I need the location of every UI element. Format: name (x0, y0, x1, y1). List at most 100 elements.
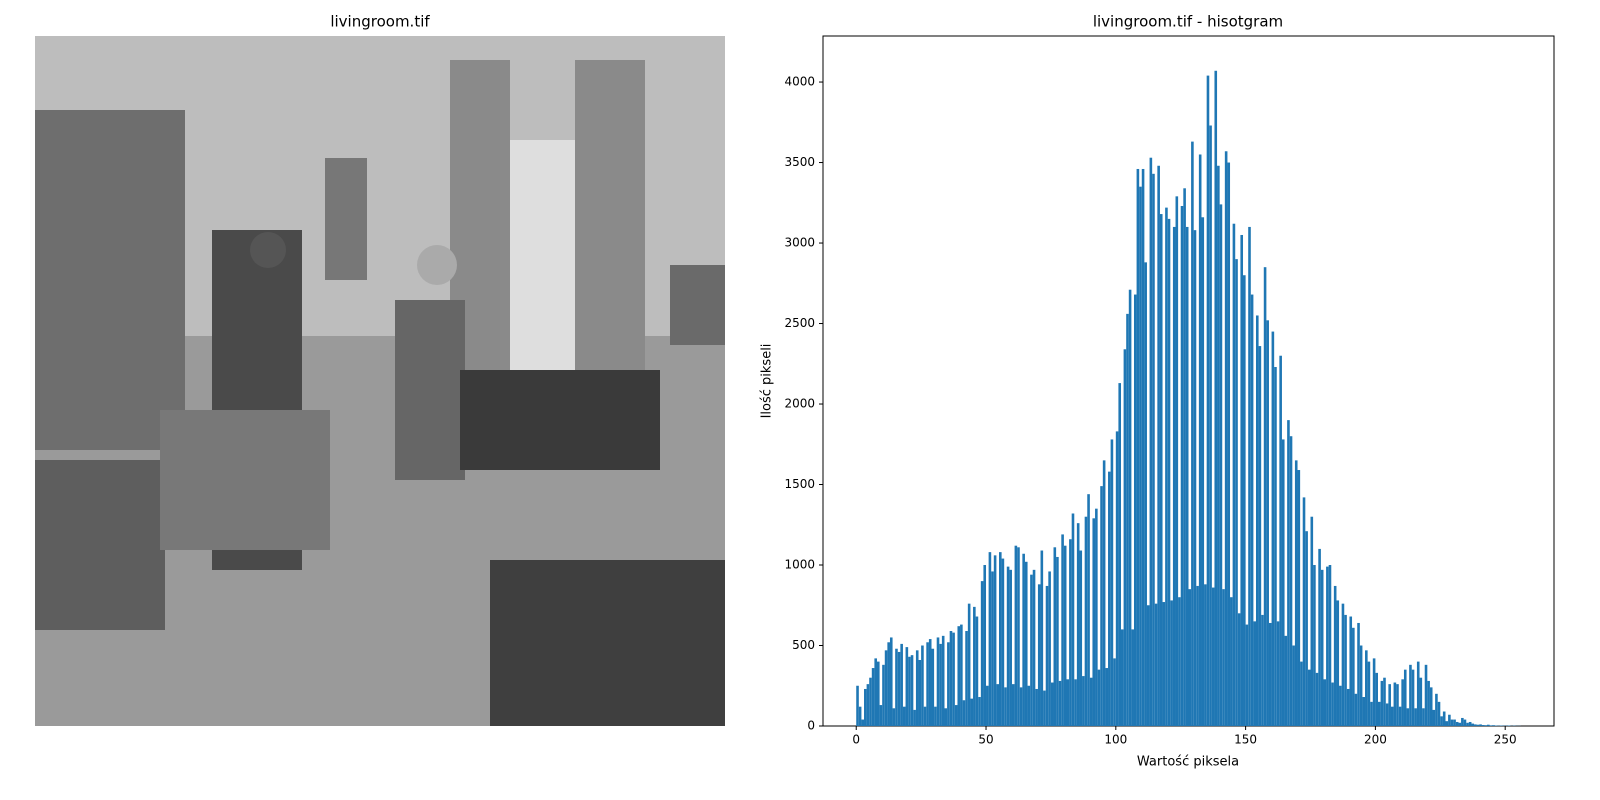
bar (1224, 151, 1228, 726)
bar (1287, 420, 1290, 726)
bar (908, 656, 911, 726)
bar (926, 642, 929, 726)
bar (876, 661, 880, 726)
bar (957, 626, 961, 726)
bar (1243, 275, 1246, 726)
bar (1349, 616, 1353, 726)
bar (1079, 550, 1083, 726)
bar (1409, 664, 1412, 726)
bar (1061, 534, 1064, 726)
bar (1359, 645, 1363, 726)
bar (1211, 587, 1215, 726)
x-axis-label: Wartość piksela (1137, 755, 1239, 770)
bar (1333, 585, 1337, 726)
bar (905, 647, 909, 726)
bar (1191, 141, 1194, 727)
bar (978, 697, 981, 726)
bar (1461, 717, 1464, 726)
bar (1362, 697, 1366, 726)
bar (1380, 680, 1384, 726)
bar (1307, 669, 1311, 726)
bar (1022, 553, 1025, 726)
bar (1102, 460, 1106, 726)
y-tick-label: 3500 (784, 155, 815, 169)
bar (1437, 701, 1441, 726)
bar (1393, 682, 1397, 726)
bar (1115, 431, 1119, 726)
bar (1165, 207, 1168, 726)
bar (1266, 320, 1269, 726)
chart-title: livingroom.tif - hisotgram (1093, 13, 1283, 31)
bar (1193, 230, 1197, 726)
bar (1377, 701, 1381, 726)
bar (1214, 70, 1218, 726)
bar (1040, 550, 1044, 726)
bar (941, 635, 945, 726)
bar (1268, 622, 1272, 726)
bar (1354, 693, 1358, 726)
bar (1276, 621, 1280, 726)
bar (1209, 125, 1212, 727)
bar (975, 616, 979, 726)
y-tick-label: 3000 (784, 236, 815, 250)
bar (1352, 627, 1355, 726)
bar (1403, 669, 1407, 726)
bar (879, 705, 883, 726)
bar (1489, 725, 1493, 726)
bar (1339, 685, 1342, 726)
bar (1453, 719, 1456, 726)
bar (1468, 721, 1472, 726)
bar (1388, 684, 1391, 726)
bar (1315, 672, 1319, 726)
bar (858, 706, 862, 726)
bar (1300, 661, 1303, 726)
bar (1326, 566, 1329, 726)
bar (931, 648, 935, 726)
bar (1484, 725, 1488, 726)
bar (1198, 154, 1202, 726)
bar (892, 708, 896, 726)
bar (1445, 721, 1449, 726)
bar (952, 632, 955, 726)
bar (1048, 571, 1051, 726)
y-tick-label: 1500 (784, 477, 815, 491)
bar (861, 719, 865, 726)
bar (1292, 645, 1295, 726)
bar (1463, 719, 1467, 726)
bar (1411, 669, 1415, 726)
bar (993, 555, 997, 726)
bar (1263, 267, 1267, 726)
bar (1178, 597, 1181, 726)
bar (1149, 157, 1153, 726)
bar (1274, 366, 1277, 726)
bar (884, 650, 888, 726)
bar (1123, 349, 1127, 726)
bar (1206, 75, 1210, 726)
bar (1328, 565, 1332, 726)
bar (1139, 186, 1142, 726)
bar (1432, 709, 1436, 726)
bar (1030, 574, 1033, 726)
bar (1240, 234, 1244, 726)
bar (1248, 226, 1251, 726)
y-tick-label: 1000 (784, 558, 815, 572)
bar (1108, 471, 1111, 726)
bar (1253, 621, 1256, 726)
bar (983, 565, 987, 726)
bar (900, 643, 903, 726)
bar (1159, 214, 1163, 726)
bar (1450, 719, 1454, 726)
bar (1128, 289, 1132, 726)
y-axis-label: Ilość pikseli (760, 344, 775, 419)
bar (1097, 669, 1101, 726)
bar (999, 552, 1002, 726)
bar (1219, 204, 1223, 726)
bar (1121, 629, 1124, 726)
bar (1346, 688, 1350, 726)
bar (1175, 196, 1179, 726)
bar (947, 642, 950, 726)
bar (1318, 548, 1321, 726)
bar (1131, 629, 1134, 726)
bar (970, 698, 974, 726)
